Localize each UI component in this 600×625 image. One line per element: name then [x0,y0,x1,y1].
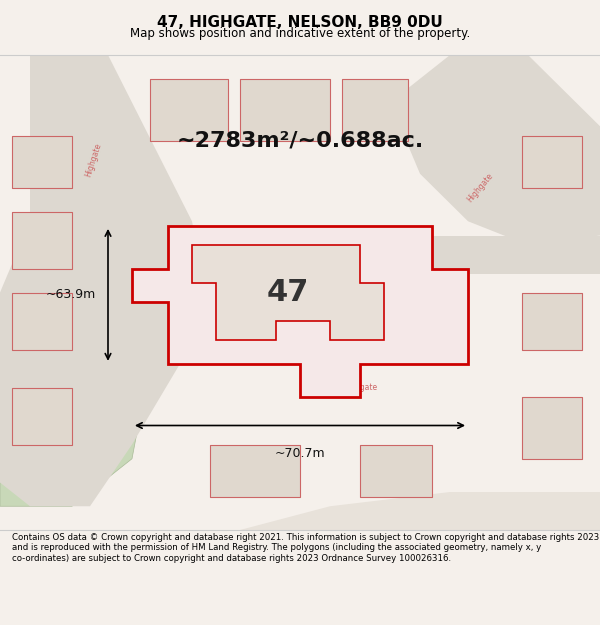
Text: ~70.7m: ~70.7m [275,447,325,460]
Text: Highgate: Highgate [343,383,377,392]
Polygon shape [522,292,582,349]
Text: Highgate: Highgate [331,250,365,259]
Polygon shape [150,79,228,141]
Text: ~63.9m: ~63.9m [46,288,96,301]
Text: Highgate: Highgate [465,172,495,204]
Polygon shape [0,302,150,506]
Polygon shape [342,79,408,141]
Polygon shape [210,444,300,497]
Polygon shape [0,492,600,530]
Text: Highgate: Highgate [83,141,103,177]
Polygon shape [12,388,72,444]
Text: ~2783m²/~0.688ac.: ~2783m²/~0.688ac. [176,131,424,151]
Polygon shape [12,292,72,349]
Polygon shape [390,55,600,245]
Polygon shape [360,444,432,497]
Polygon shape [132,226,468,397]
Polygon shape [522,397,582,459]
Text: Map shows position and indicative extent of the property.: Map shows position and indicative extent… [130,27,470,39]
Text: 47: 47 [267,278,309,307]
Polygon shape [522,136,582,188]
Polygon shape [0,55,210,506]
Polygon shape [240,79,330,141]
Polygon shape [132,236,600,274]
Text: 47, HIGHGATE, NELSON, BB9 0DU: 47, HIGHGATE, NELSON, BB9 0DU [157,16,443,31]
Polygon shape [12,136,72,188]
Polygon shape [192,245,384,340]
Text: Contains OS data © Crown copyright and database right 2021. This information is : Contains OS data © Crown copyright and d… [12,533,599,562]
Polygon shape [12,212,72,269]
